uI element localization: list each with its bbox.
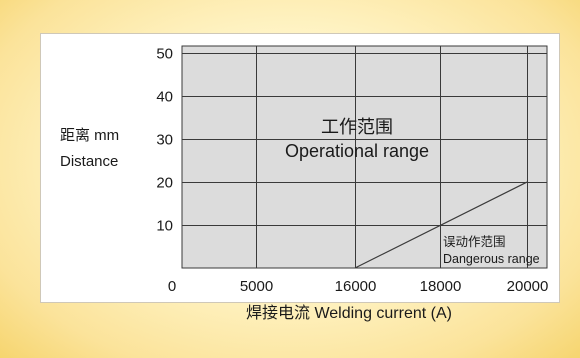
operational-range-label-en: Operational range <box>285 141 429 161</box>
plot-area <box>181 45 548 269</box>
boundary-line <box>354 181 528 269</box>
dangerous-range-label-en: Dangerous range <box>443 252 540 266</box>
x-tick-label: 0 <box>168 278 176 295</box>
dangerous-range-label-cn: 误动作范围 <box>443 235 506 249</box>
x-axis-label: 焊接电流 Welding current (A) <box>246 304 452 322</box>
x-tick-label: 16000 <box>335 278 377 295</box>
y-tick-label: 20 <box>156 175 173 192</box>
y-tick-label: 30 <box>156 132 173 149</box>
y-tick-label: 50 <box>156 46 173 63</box>
y-axis-label-cn: 距离 mm <box>60 127 119 144</box>
x-tick-label: 5000 <box>240 278 273 295</box>
x-tick-label: 20000 <box>507 278 549 295</box>
y-tick-label: 10 <box>156 218 173 235</box>
y-axis-label-en: Distance <box>60 153 118 170</box>
y-tick-label: 40 <box>156 89 173 106</box>
operational-range-label-cn: 工作范围 <box>321 117 393 137</box>
x-tick-label: 18000 <box>420 278 462 295</box>
